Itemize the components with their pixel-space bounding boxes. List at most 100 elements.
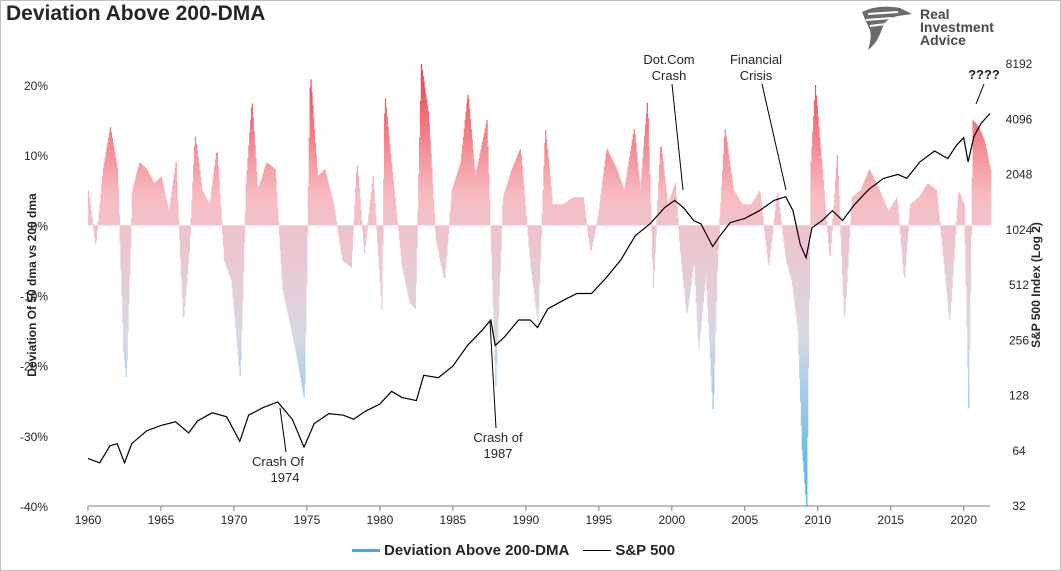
deviation-bar xyxy=(967,225,969,368)
deviation-bar xyxy=(752,201,754,226)
legend-label-sp500: S&P 500 xyxy=(615,542,676,559)
deviation-bar xyxy=(451,190,453,226)
deviation-bar xyxy=(534,225,536,302)
deviation-bar xyxy=(644,135,646,226)
deviation-bar xyxy=(622,186,624,226)
deviation-bar xyxy=(889,208,891,226)
deviation-bar xyxy=(651,225,653,232)
deviation-bar xyxy=(841,225,843,257)
deviation-bar xyxy=(195,143,197,226)
deviation-bar xyxy=(449,212,451,226)
deviation-bar xyxy=(496,225,499,342)
deviation-bar xyxy=(270,165,272,226)
deviation-bar xyxy=(243,225,245,272)
deviation-bar xyxy=(264,168,266,226)
deviation-bar xyxy=(767,225,769,263)
deviation-bar xyxy=(420,64,423,226)
deviation-bar xyxy=(897,204,899,226)
deviation-bar xyxy=(151,179,154,226)
deviation-bar xyxy=(787,225,789,268)
deviation-bar xyxy=(116,167,119,226)
deviation-bar xyxy=(212,179,214,226)
deviation-bar xyxy=(686,225,689,313)
deviation-bar xyxy=(417,211,419,226)
deviation-bar xyxy=(694,225,697,285)
deviation-bar xyxy=(552,204,554,226)
deviation-bar xyxy=(886,208,888,226)
deviation-bar xyxy=(515,159,517,226)
deviation-bar xyxy=(388,135,390,226)
deviation-bar xyxy=(441,225,444,271)
deviation-bar xyxy=(427,111,430,226)
deviation-bar xyxy=(626,172,628,226)
deviation-bar xyxy=(796,225,798,324)
deviation-bar xyxy=(123,225,126,361)
deviation-bar xyxy=(902,225,904,265)
deviation-bar xyxy=(553,204,555,226)
deviation-bar xyxy=(378,225,381,270)
deviation-bar xyxy=(531,225,534,281)
deviation-bar xyxy=(898,214,900,226)
deviation-bar xyxy=(704,225,706,284)
deviation-bar xyxy=(616,170,619,226)
deviation-bar xyxy=(244,212,247,226)
y2-tick-label: 1024 xyxy=(1006,223,1033,237)
deviation-bar xyxy=(875,182,877,226)
deviation-bar xyxy=(728,154,730,226)
deviation-bar xyxy=(130,225,132,248)
deviation-bar xyxy=(102,167,105,226)
deviation-bar xyxy=(941,225,944,247)
deviation-bar xyxy=(585,217,587,226)
deviation-bar xyxy=(286,225,289,311)
deviation-bar xyxy=(646,102,648,226)
annotation-1974-pointer xyxy=(279,407,287,453)
deviation-bar xyxy=(595,225,598,227)
deviation-bar xyxy=(830,225,832,244)
deviation-bar xyxy=(339,225,341,244)
logo-text: Real Investment Advice xyxy=(920,7,994,47)
deviation-bar xyxy=(705,225,707,275)
deviation-bar xyxy=(228,225,231,276)
deviation-bar xyxy=(222,225,225,247)
deviation-bar xyxy=(160,176,162,226)
deviation-bar xyxy=(868,170,870,226)
deviation-bar xyxy=(211,186,213,226)
deviation-bar xyxy=(863,181,866,226)
deviation-bar xyxy=(692,225,694,272)
deviation-bar xyxy=(685,225,687,306)
deviation-bar xyxy=(161,179,163,226)
deviation-bar xyxy=(708,225,710,325)
deviation-bar xyxy=(292,225,295,341)
deviation-bar xyxy=(546,139,548,226)
deviation-bar xyxy=(804,225,806,484)
deviation-bar xyxy=(260,179,262,226)
deviation-bar xyxy=(296,225,298,358)
deviation-bar xyxy=(962,202,965,226)
deviation-bar xyxy=(792,225,795,294)
deviation-bar xyxy=(863,183,865,226)
deviation-bar xyxy=(519,148,522,226)
deviation-bar xyxy=(957,194,959,226)
deviation-bar xyxy=(906,225,909,243)
y2-axis-title: S&P 500 Index (Log 2) xyxy=(1029,222,1043,348)
deviation-bar xyxy=(574,197,576,226)
deviation-bar xyxy=(729,167,732,226)
deviation-bar xyxy=(712,225,714,410)
deviation-bar xyxy=(402,225,404,271)
deviation-bar xyxy=(489,225,492,227)
deviation-bar xyxy=(102,175,104,226)
deviation-bar xyxy=(979,129,981,226)
deviation-bar xyxy=(818,127,820,226)
deviation-bar xyxy=(482,136,485,226)
deviation-bar xyxy=(975,123,977,226)
deviation-bar xyxy=(274,169,276,226)
deviation-bar xyxy=(933,188,936,226)
deviation-bar xyxy=(214,159,217,226)
deviation-bar xyxy=(306,225,309,236)
deviation-bar xyxy=(671,193,673,226)
deviation-bar xyxy=(176,181,178,226)
deviation-bar xyxy=(269,164,271,226)
deviation-bar xyxy=(990,169,992,226)
deviation-bar xyxy=(423,81,425,226)
